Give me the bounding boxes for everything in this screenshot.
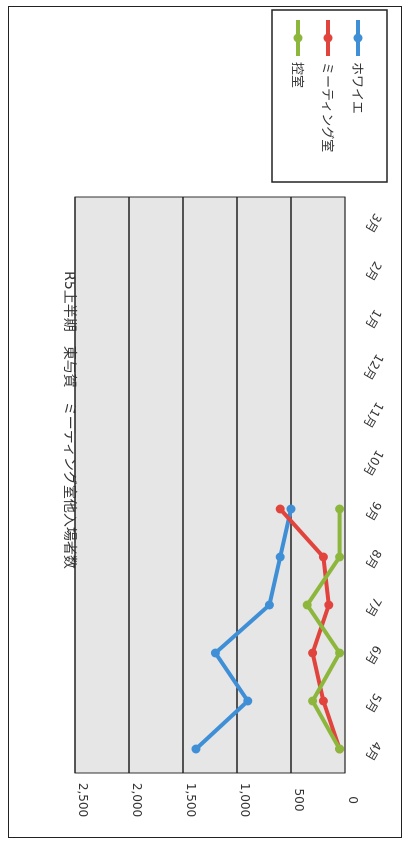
data-point — [308, 648, 318, 658]
legend-swatch-marker — [293, 33, 303, 43]
data-point — [335, 552, 345, 562]
legend-entry: ホワイエ — [349, 20, 364, 114]
page-frame — [8, 6, 402, 838]
x-tick-label: 11月 — [361, 400, 387, 431]
legend-label: ホワイエ — [349, 62, 364, 114]
data-point — [335, 744, 345, 754]
x-tick-label: 4月 — [362, 739, 384, 763]
legend-label: 控室 — [289, 62, 305, 88]
series-line — [305, 509, 342, 750]
data-point — [308, 696, 318, 706]
data-point — [275, 504, 285, 514]
y-tick-label: 0 — [346, 796, 360, 804]
data-point — [318, 552, 328, 562]
x-tick-label: 6月 — [362, 643, 384, 667]
legend-swatch-marker — [353, 33, 363, 43]
plot-area — [74, 196, 346, 774]
y-axis-ticks: 0 500 1,000 1,500 2,000 2,500 — [76, 783, 360, 817]
x-tick-label: 1月 — [362, 307, 384, 331]
x-tick-label: 12月 — [361, 352, 387, 383]
x-tick-label: 3月 — [362, 211, 384, 235]
plot-background — [74, 196, 346, 774]
legend-entry: 控室 — [289, 20, 305, 88]
series-控室 — [302, 504, 345, 754]
legend-entry: ミーティング室 — [319, 20, 335, 152]
data-point — [243, 696, 253, 706]
y-tick-label: 1,000 — [238, 783, 252, 817]
y-tick-label: 2,000 — [130, 783, 144, 817]
data-point — [210, 648, 220, 658]
x-tick-label: 10月 — [361, 448, 387, 479]
y-tick-label: 2,500 — [76, 783, 90, 817]
data-point — [275, 552, 285, 562]
data-point — [324, 600, 334, 610]
data-point — [335, 504, 345, 514]
x-tick-label: 5月 — [362, 691, 384, 715]
data-point — [264, 600, 274, 610]
data-point — [335, 648, 345, 658]
y-tick-label: 1,500 — [184, 783, 198, 817]
data-point — [286, 504, 296, 514]
data-point — [302, 600, 312, 610]
data-point — [318, 696, 328, 706]
series-layer — [191, 504, 345, 754]
series-line — [194, 508, 293, 751]
data-point — [191, 744, 201, 754]
legend-label: ミーティング室 — [319, 62, 335, 152]
x-tick-label: 7月 — [362, 595, 384, 619]
gridlines — [74, 197, 346, 773]
series-line — [278, 507, 342, 750]
legend-swatch-marker — [323, 33, 333, 43]
x-axis-ticks: 4月 5月 6月 7月 8月 9月 10月 11月 12月 1月 2月 3月 — [361, 211, 387, 763]
y-tick-label: 500 — [292, 789, 306, 812]
x-tick-label: 2月 — [362, 259, 384, 283]
series-ホワイエ — [191, 504, 296, 754]
x-tick-label: 9月 — [362, 499, 384, 523]
x-tick-label: 8月 — [362, 547, 384, 571]
chart-title: R5上半期 東与賀 ミーティング室他入場者数 — [61, 271, 78, 569]
